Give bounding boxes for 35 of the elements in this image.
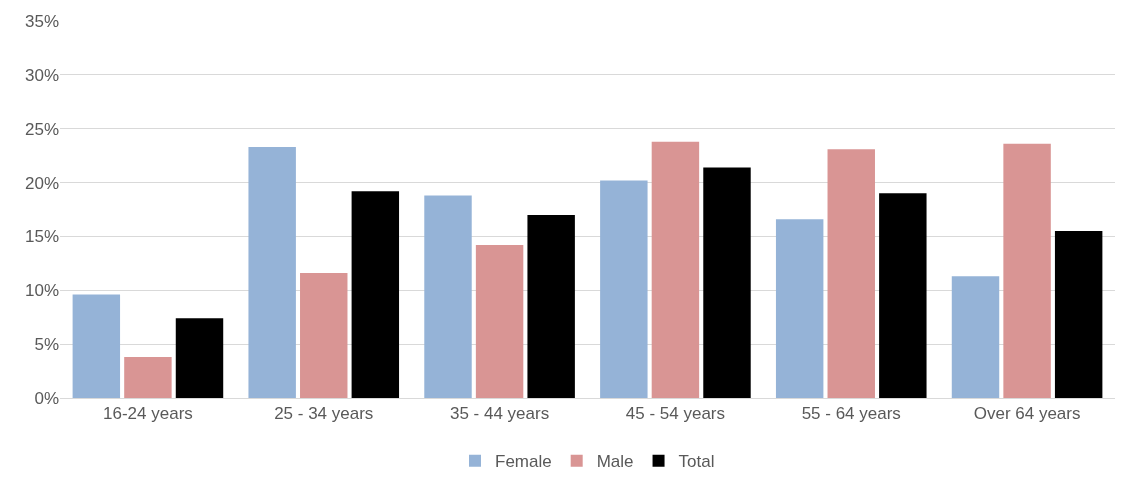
bar [527,214,575,398]
x-tick-label: 16-24 years [103,404,193,424]
bar [300,273,348,398]
y-tick-label: 30% [24,65,59,85]
bar [879,193,927,398]
bar [248,147,296,398]
bar [651,141,700,398]
bar [124,357,172,398]
x-tick-label: 35 - 44 years [449,404,550,424]
legend-label: Total [678,452,715,472]
x-tick-label: Over 64 years [973,404,1081,424]
y-tick-label: 5% [34,335,59,355]
bar [72,294,121,398]
y-tick-label: 20% [24,173,59,193]
bar [827,149,875,398]
y-tick-label: 0% [34,388,59,408]
bar [351,191,400,398]
x-tick-label: 55 - 64 years [801,404,901,424]
bar [175,318,224,398]
bar [775,219,824,398]
bar [951,276,1000,398]
x-tick-label: 45 - 54 years [625,404,726,424]
legend-label: Male [596,452,634,472]
x-tick-label: 25 - 34 years [274,404,374,424]
bar [1054,231,1103,398]
bar [703,167,751,398]
bar [475,245,524,398]
y-tick-label: 15% [24,227,59,247]
legend-label: Female [495,452,552,472]
bar [600,180,648,398]
y-tick-label: 10% [24,281,59,301]
bar [1003,143,1051,398]
y-tick-label: 35% [24,11,59,31]
bar [424,195,472,398]
y-tick-label: 25% [24,119,59,139]
